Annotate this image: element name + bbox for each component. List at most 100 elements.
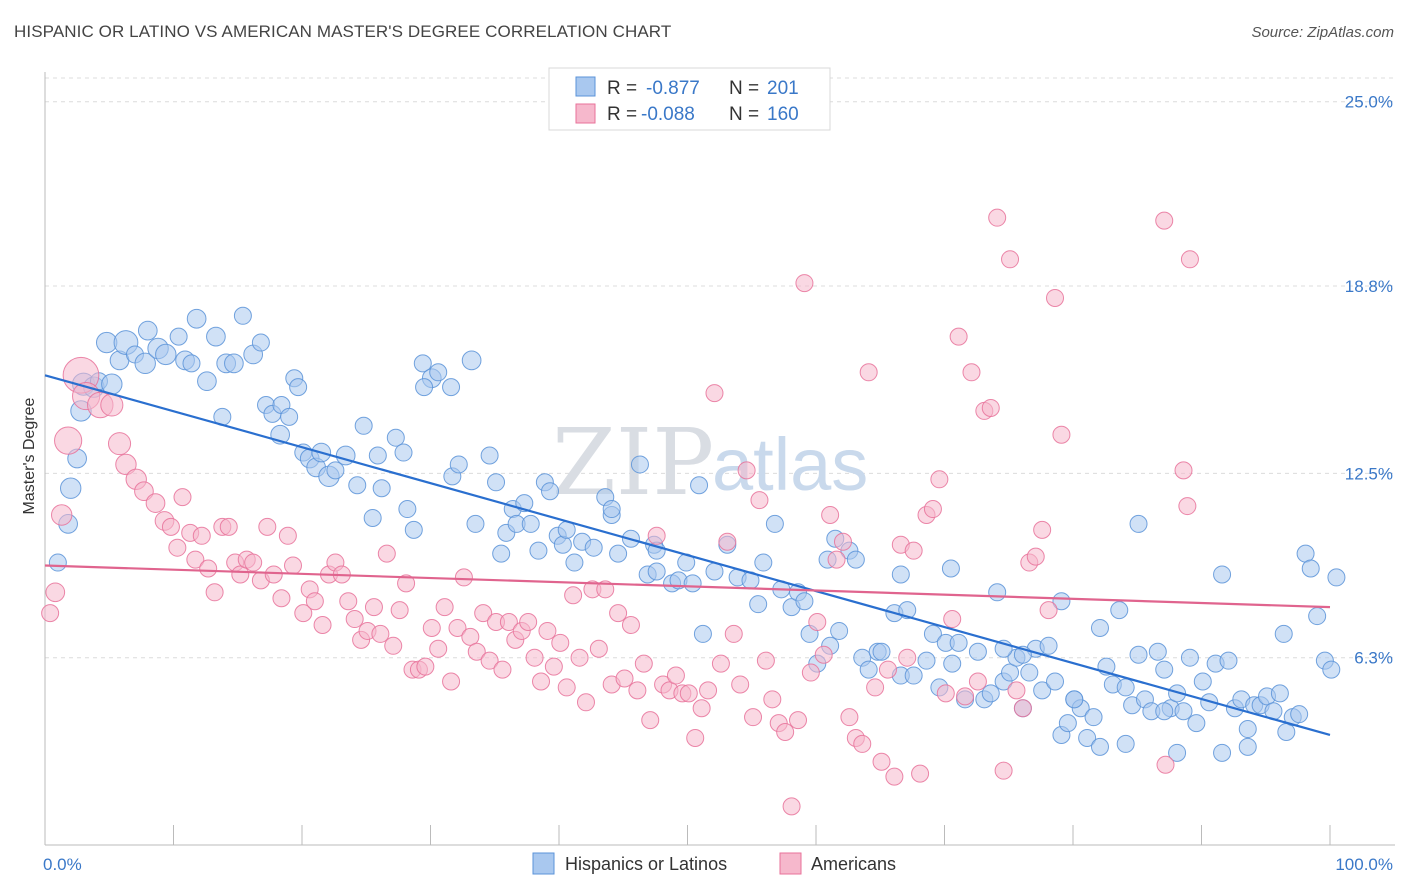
data-point: [1046, 672, 1065, 691]
data-point: [988, 583, 1007, 602]
data-point: [1148, 642, 1167, 661]
data-point: [1084, 708, 1103, 727]
data-point: [630, 455, 649, 474]
data-point: [115, 453, 137, 476]
data-point: [1065, 690, 1084, 709]
data-point: [1052, 425, 1071, 444]
data-point: [565, 553, 584, 572]
data-point: [492, 544, 511, 563]
data-point: [943, 654, 962, 673]
data-point: [1116, 678, 1135, 697]
data-point: [994, 761, 1013, 780]
data-point: [493, 660, 512, 679]
data-point: [795, 274, 814, 293]
data-point: [199, 559, 218, 578]
data-point: [231, 565, 250, 584]
data-point: [718, 532, 737, 551]
data-point: [364, 598, 383, 617]
data-point: [683, 574, 702, 593]
data-point: [744, 708, 763, 727]
data-point: [1110, 601, 1129, 620]
data-point: [278, 526, 297, 545]
data-point: [956, 687, 975, 706]
bottom-legend-label-americans: Americans: [811, 854, 896, 874]
data-point: [377, 544, 396, 563]
data-point: [930, 470, 949, 489]
stats-legend-box: [548, 67, 831, 131]
data-point: [348, 476, 367, 495]
data-point: [1090, 737, 1109, 756]
stats-legend-n-label-pink: N =: [729, 104, 759, 125]
data-point: [1001, 663, 1020, 682]
data-point: [1322, 660, 1341, 679]
data-point: [1129, 514, 1148, 533]
data-point: [326, 461, 345, 480]
data-point: [466, 514, 485, 533]
data-point: [859, 660, 878, 679]
data-point: [467, 642, 486, 661]
data-point: [294, 604, 313, 623]
data-point: [134, 352, 156, 375]
bottom-legend-swatch-pink: [779, 852, 802, 875]
data-point: [480, 651, 499, 670]
data-point: [45, 582, 66, 603]
stats-legend-n-value-pink: 160: [767, 104, 799, 125]
data-point: [529, 541, 548, 560]
data-point: [949, 327, 968, 346]
y-tick-labels: 6.3% 12.5% 18.8% 25.0%: [1345, 93, 1393, 668]
data-point: [1308, 607, 1327, 626]
data-point: [532, 672, 551, 691]
data-point: [155, 343, 177, 366]
data-point: [821, 505, 840, 524]
data-point: [724, 624, 743, 643]
data-point: [1001, 250, 1020, 269]
stats-legend: R = -0.877 N = 201 R = -0.088 N = 160: [548, 67, 831, 131]
data-point: [1238, 720, 1257, 739]
stats-legend-swatch-pink: [575, 103, 596, 124]
bottom-legend: Hispanics or Latinos Americans: [532, 852, 896, 875]
data-point: [280, 407, 299, 426]
data-point: [474, 604, 493, 623]
data-point: [1039, 601, 1058, 620]
data-point: [461, 627, 480, 646]
x-tick-labels: 0.0% 100.0%: [43, 855, 1393, 874]
data-point: [904, 541, 923, 560]
data-point: [442, 378, 461, 397]
data-point: [1168, 684, 1187, 703]
data-point: [891, 565, 910, 584]
trend-line: [44, 374, 1331, 737]
data-point: [911, 764, 930, 783]
data-point: [885, 767, 904, 786]
data-point: [224, 353, 244, 374]
data-point: [1187, 714, 1206, 733]
data-point: [853, 734, 872, 753]
data-point: [264, 565, 283, 584]
data-point: [749, 595, 768, 614]
data-point: [589, 639, 608, 658]
data-point: [206, 326, 226, 347]
data-point: [576, 693, 595, 712]
data-point: [699, 681, 718, 700]
data-point: [219, 517, 238, 536]
data-point: [968, 642, 987, 661]
data-point: [1193, 672, 1212, 691]
data-point: [429, 363, 448, 382]
data-point: [609, 544, 628, 563]
data-point: [1033, 520, 1052, 539]
data-point: [480, 446, 499, 465]
data-point: [962, 363, 981, 382]
data-point: [830, 621, 849, 640]
data-point: [690, 476, 709, 495]
y-tick-label: 25.0%: [1345, 93, 1393, 112]
data-point: [415, 378, 434, 397]
data-point: [1013, 699, 1032, 718]
data-point: [634, 654, 653, 673]
stats-legend-r-label-pink: R =: [607, 104, 637, 125]
trend-lines: [44, 374, 1331, 737]
data-point: [244, 553, 263, 572]
data-point: [169, 327, 188, 346]
data-point: [192, 526, 211, 545]
data-point: [1180, 648, 1199, 667]
data-point: [1290, 705, 1309, 724]
